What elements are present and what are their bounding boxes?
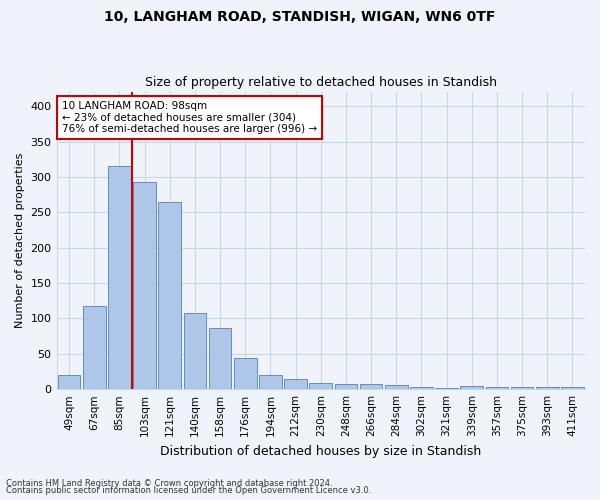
- Bar: [209, 328, 232, 389]
- Bar: [158, 202, 181, 389]
- Bar: [58, 375, 80, 389]
- Bar: [83, 306, 106, 389]
- Bar: [435, 388, 458, 389]
- Text: 10 LANGHAM ROAD: 98sqm
← 23% of detached houses are smaller (304)
76% of semi-de: 10 LANGHAM ROAD: 98sqm ← 23% of detached…: [62, 101, 317, 134]
- X-axis label: Distribution of detached houses by size in Standish: Distribution of detached houses by size …: [160, 444, 481, 458]
- Bar: [561, 387, 584, 389]
- Bar: [335, 384, 357, 389]
- Bar: [108, 166, 131, 389]
- Bar: [410, 387, 433, 389]
- Title: Size of property relative to detached houses in Standish: Size of property relative to detached ho…: [145, 76, 497, 90]
- Bar: [511, 387, 533, 389]
- Bar: [460, 386, 483, 389]
- Bar: [184, 313, 206, 389]
- Bar: [310, 383, 332, 389]
- Bar: [536, 387, 559, 389]
- Bar: [133, 182, 156, 389]
- Bar: [234, 358, 257, 389]
- Bar: [259, 375, 282, 389]
- Y-axis label: Number of detached properties: Number of detached properties: [15, 153, 25, 328]
- Text: Contains public sector information licensed under the Open Government Licence v3: Contains public sector information licen…: [6, 486, 371, 495]
- Bar: [385, 385, 407, 389]
- Text: Contains HM Land Registry data © Crown copyright and database right 2024.: Contains HM Land Registry data © Crown c…: [6, 478, 332, 488]
- Bar: [284, 378, 307, 389]
- Bar: [485, 387, 508, 389]
- Text: 10, LANGHAM ROAD, STANDISH, WIGAN, WN6 0TF: 10, LANGHAM ROAD, STANDISH, WIGAN, WN6 0…: [104, 10, 496, 24]
- Bar: [360, 384, 382, 389]
